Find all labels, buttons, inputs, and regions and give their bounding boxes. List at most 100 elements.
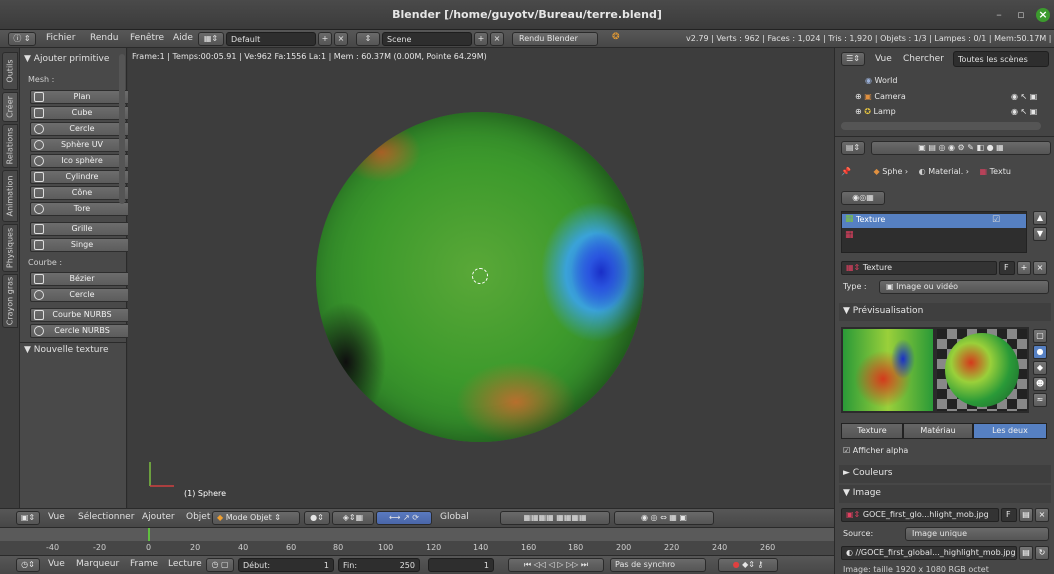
browse-file-button[interactable]: ▤	[1019, 546, 1033, 560]
preview-tab-material[interactable]: Matériau	[903, 423, 973, 439]
props-context-tabs[interactable]: ▣ ▤ ◎ ◉ ⚙ ✎ ◧ ● ▦	[871, 141, 1051, 155]
tab-physiques[interactable]: Physiques	[2, 224, 18, 272]
start-frame-field[interactable]: Début: 1	[238, 558, 334, 572]
add-curve-circle-button[interactable]: Cercle	[30, 288, 134, 302]
texture-remove-button[interactable]: ×	[1033, 261, 1047, 275]
outliner-editor-type-button[interactable]: ☰⇕	[841, 52, 865, 66]
add-nurbs-curve-button[interactable]: Courbe NURBS	[30, 308, 134, 322]
preview-range-toggle[interactable]: ◷ ▢	[206, 558, 234, 572]
render-engine-select[interactable]: Rendu Blender	[512, 32, 598, 46]
colors-section-header[interactable]: ► Couleurs	[839, 465, 1051, 483]
tab-outils[interactable]: Outils	[2, 52, 18, 90]
image-source-select[interactable]: Image unique	[905, 527, 1049, 541]
scene-field[interactable]: Scene	[382, 32, 472, 46]
close-icon[interactable]: ×	[1036, 8, 1050, 22]
texture-name-field[interactable]: ▦⇕ Texture	[841, 261, 997, 275]
3d-viewport[interactable]: Frame:1 | Temps:00:05.91 | Ve:962 Fa:155…	[128, 48, 834, 508]
sync-select[interactable]: Pas de synchro	[610, 558, 706, 572]
menu-lecture[interactable]: Lecture	[168, 559, 202, 569]
preview-flat-button[interactable]: ▢	[1033, 329, 1047, 343]
tab-crayon-gras[interactable]: Crayon gras	[2, 274, 18, 328]
visibility-icons[interactable]: ◉ ↖ ▣	[1011, 107, 1038, 116]
outliner-item-world[interactable]: ◉ World	[865, 76, 898, 85]
scene-icon[interactable]: ⇕	[356, 32, 380, 46]
props-editor-type-button[interactable]: ▤⇕	[841, 141, 865, 155]
preview-section-header[interactable]: ▼ Prévisualisation	[839, 303, 1051, 321]
menu-rendu[interactable]: Rendu	[90, 33, 119, 43]
texture-add-button[interactable]: +	[1017, 261, 1031, 275]
menu-fenetre[interactable]: Fenêtre	[130, 33, 165, 43]
preview-monkey-button[interactable]: ☻	[1033, 377, 1047, 391]
add-grid-button[interactable]: Grille	[30, 222, 134, 236]
image-fake-user-toggle[interactable]: F	[1001, 508, 1017, 522]
add-circle-button[interactable]: Cercle	[30, 122, 134, 136]
timeline[interactable]: -40 -20 0 20 40 60 80 100 120 140 160 18…	[0, 527, 834, 555]
scene-add-button[interactable]: +	[474, 32, 488, 46]
preview-cube-button[interactable]: ◆	[1033, 361, 1047, 375]
layers-grid[interactable]: ▦▦▦▦ ▦▦▦▦	[500, 511, 610, 525]
menu-fichier[interactable]: Fichier	[46, 33, 76, 43]
reload-image-button[interactable]: ↻	[1035, 546, 1049, 560]
view-editor-type-button[interactable]: ▣⇕	[16, 511, 40, 525]
menu-vue[interactable]: Vue	[48, 512, 65, 522]
editor-type-button[interactable]: ⓘ ⇕	[8, 32, 36, 46]
timeline-editor-type-button[interactable]: ◷⇕	[16, 558, 40, 572]
shading-select[interactable]: ●⇕	[304, 511, 330, 525]
outliner-filter-select[interactable]: Toutes les scènes	[953, 51, 1049, 67]
end-frame-field[interactable]: Fin: 250	[338, 558, 420, 572]
pin-icon[interactable]: 📌	[841, 167, 851, 176]
layout-remove-button[interactable]: ×	[334, 32, 348, 46]
menu-marqueur[interactable]: Marqueur	[76, 559, 120, 569]
tab-creer[interactable]: Créer	[2, 92, 18, 122]
keyframe-tools[interactable]: ● ◆⇕ ⚷	[718, 558, 778, 572]
manipulator-toggle[interactable]: ⟷ ↗ ⟳	[376, 511, 432, 525]
enable-checkbox[interactable]: ☑	[992, 215, 1001, 225]
preview-hair-button[interactable]: ≈	[1033, 393, 1047, 407]
outliner-item-lamp[interactable]: ⊕ ✪ Lamp	[855, 107, 896, 116]
snap-tools[interactable]: ◉ ◎ ⇔ ▦ ▣	[614, 511, 714, 525]
menu-aide[interactable]: Aide	[173, 33, 193, 43]
menu-ajouter[interactable]: Ajouter	[142, 512, 175, 522]
preview-tab-both[interactable]: Les deux	[973, 423, 1047, 439]
add-uv-sphere-button[interactable]: Sphère UV	[30, 138, 134, 152]
fake-user-toggle[interactable]: F	[999, 261, 1015, 275]
add-monkey-button[interactable]: Singe	[30, 238, 134, 252]
image-name-field[interactable]: ▣⇕ GOCE_first_glo...hlight_mob.jpg	[841, 508, 999, 522]
texture-context-buttons[interactable]: ◉◎▦	[841, 191, 885, 205]
transform-orientation-select[interactable]: Global	[440, 512, 469, 522]
layout-add-button[interactable]: +	[318, 32, 332, 46]
outliner-item-camera[interactable]: ⊕ ▣ Camera	[855, 92, 906, 101]
minimize-icon[interactable]: –	[996, 8, 1002, 21]
preview-tab-texture[interactable]: Texture	[841, 423, 903, 439]
pivot-select[interactable]: ◈⇕▦	[332, 511, 374, 525]
image-open-button[interactable]: ▤	[1019, 508, 1033, 522]
tab-animation[interactable]: Animation	[2, 170, 18, 222]
outliner-menu-vue[interactable]: Vue	[875, 54, 892, 64]
image-path-field[interactable]: ◐ //GOCE_first_global..._highlight_mob.j…	[841, 546, 1017, 560]
mode-select[interactable]: ◆ Mode Objet ⇕	[212, 511, 300, 525]
playback-controls[interactable]: ⏮ ◁◁ ◁ ▷ ▷▷ ⏭	[508, 558, 604, 572]
new-texture-header[interactable]: ▼ Nouvelle texture	[24, 345, 109, 355]
visibility-icons[interactable]: ◉ ↖ ▣	[1011, 92, 1038, 101]
menu-objet[interactable]: Objet	[186, 512, 211, 522]
outliner-menu-chercher[interactable]: Chercher	[903, 54, 944, 64]
menu-timeline-vue[interactable]: Vue	[48, 559, 65, 569]
image-section-header[interactable]: ▼ Image	[839, 485, 1051, 503]
texture-slot-list[interactable]: Texture ▦ ☑ ▦	[841, 211, 1027, 253]
layout-field[interactable]: Default	[226, 32, 316, 46]
slot-down-button[interactable]: ▼	[1033, 227, 1047, 241]
timeline-scrubber[interactable]	[0, 528, 834, 541]
tool-panel-scrollbar[interactable]	[119, 54, 125, 204]
scene-remove-button[interactable]: ×	[490, 32, 504, 46]
outliner-hscrollbar[interactable]	[841, 122, 1041, 130]
maximize-icon[interactable]: ▫	[1017, 8, 1025, 21]
tab-relations[interactable]: Relations	[2, 124, 18, 168]
add-nurbs-circle-button[interactable]: Cercle NURBS	[30, 324, 134, 338]
add-cube-button[interactable]: Cube	[30, 106, 134, 120]
slot-up-button[interactable]: ▲	[1033, 211, 1047, 225]
add-primitive-header[interactable]: ▼ Ajouter primitive	[24, 54, 110, 64]
add-ico-sphere-button[interactable]: Ico sphère	[30, 154, 134, 168]
add-bezier-button[interactable]: Bézier	[30, 272, 134, 286]
add-torus-button[interactable]: Tore	[30, 202, 134, 216]
show-alpha-checkbox[interactable]: ☑ Afficher alpha	[843, 446, 909, 455]
